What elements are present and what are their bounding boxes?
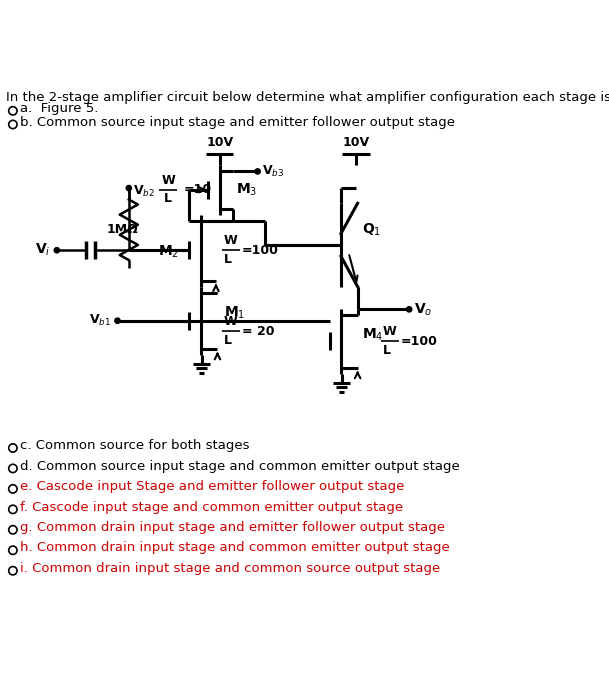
Text: V$_i$: V$_i$ — [35, 242, 51, 259]
Text: a.  Figure 5.: a. Figure 5. — [21, 102, 99, 115]
Text: In the 2-stage amplifier circuit below determine what amplifier configuration ea: In the 2-stage amplifier circuit below d… — [6, 91, 609, 104]
Text: g. Common drain input stage and emitter follower output stage: g. Common drain input stage and emitter … — [21, 521, 445, 534]
Text: W: W — [224, 234, 238, 247]
Text: W: W — [224, 315, 238, 328]
Text: = 20: = 20 — [242, 325, 274, 338]
Text: M$_1$: M$_1$ — [224, 305, 245, 322]
Text: =100: =100 — [242, 244, 278, 257]
Text: f. Cascode input stage and common emitter output stage: f. Cascode input stage and common emitte… — [21, 500, 404, 514]
Circle shape — [406, 307, 412, 312]
Text: 1MΩ: 1MΩ — [106, 223, 138, 236]
Circle shape — [114, 318, 120, 324]
Text: L: L — [224, 334, 231, 347]
Text: L: L — [382, 344, 390, 357]
Text: c. Common source for both stages: c. Common source for both stages — [21, 439, 250, 452]
Text: M$_2$: M$_2$ — [158, 244, 180, 260]
Text: h. Common drain input stage and common emitter output stage: h. Common drain input stage and common e… — [21, 542, 450, 554]
Text: 10V: 10V — [342, 137, 370, 150]
Circle shape — [255, 169, 260, 174]
Text: =10: =10 — [183, 183, 211, 196]
Text: b. Common source input stage and emitter follower output stage: b. Common source input stage and emitter… — [21, 116, 456, 129]
Text: 10V: 10V — [206, 137, 233, 150]
Text: L: L — [224, 253, 231, 266]
Circle shape — [126, 185, 132, 191]
Text: V$_o$: V$_o$ — [415, 301, 433, 318]
Text: V$_{b2}$: V$_{b2}$ — [133, 184, 155, 200]
Circle shape — [54, 248, 60, 253]
Text: M$_3$: M$_3$ — [236, 181, 258, 198]
Text: W: W — [161, 175, 175, 188]
Text: e. Cascode input Stage and emitter follower output stage: e. Cascode input Stage and emitter follo… — [21, 480, 405, 493]
Text: M$_4$: M$_4$ — [362, 327, 384, 343]
Text: Q$_1$: Q$_1$ — [362, 221, 381, 238]
Text: W: W — [382, 325, 396, 338]
Text: i. Common drain input stage and common source output stage: i. Common drain input stage and common s… — [21, 562, 441, 575]
Text: V$_{b1}$: V$_{b1}$ — [90, 313, 111, 328]
Text: =100: =100 — [401, 334, 438, 348]
Text: d. Common source input stage and common emitter output stage: d. Common source input stage and common … — [21, 460, 460, 473]
Text: V$_{b3}$: V$_{b3}$ — [262, 164, 284, 179]
Text: L: L — [164, 192, 172, 205]
